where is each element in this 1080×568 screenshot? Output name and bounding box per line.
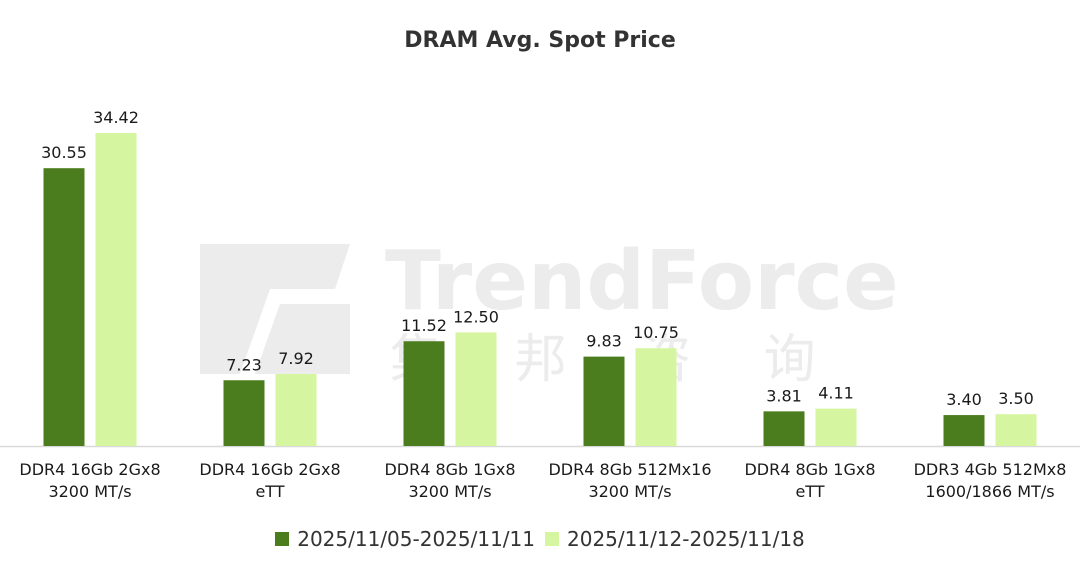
bar-series-1-cat-2 [223,380,265,446]
category-label-1-line-1: DDR4 16Gb 2Gx8 [19,460,160,479]
data-label-series-1-cat-1: 30.55 [41,143,87,162]
bar-series-2-cat-4 [635,348,677,446]
data-label-series-1-cat-2: 7.23 [226,355,262,374]
category-label-2-line-2: eTT [255,482,284,501]
data-label-series-2-cat-1: 34.42 [93,108,139,127]
bar-series-1-cat-6 [943,415,985,446]
data-label-series-2-cat-3: 12.50 [453,307,499,326]
data-label-series-1-cat-6: 3.40 [946,390,982,409]
bar-series-2-cat-6 [995,414,1037,446]
data-label-series-2-cat-2: 7.92 [278,349,314,368]
data-label-series-1-cat-3: 11.52 [401,316,447,335]
legend-swatch-series-1 [275,532,290,546]
bar-series-1-cat-3 [403,341,445,446]
legend-label-series-2: 2025/11/12-2025/11/18 [567,527,805,551]
category-label-5-line-2: eTT [795,482,824,501]
data-label-series-1-cat-4: 9.83 [586,332,622,351]
data-label-series-2-cat-6: 3.50 [998,389,1034,408]
data-label-series-1-cat-5: 3.81 [766,386,802,405]
category-label-2-line-1: DDR4 16Gb 2Gx8 [199,460,340,479]
bar-series-2-cat-5 [815,408,857,446]
bar-series-1-cat-1 [43,168,85,446]
bar-series-1-cat-5 [763,411,805,446]
category-label-1-line-2: 3200 MT/s [48,482,131,501]
category-label-6-line-2: 1600/1866 MT/s [925,482,1054,501]
bar-series-2-cat-1 [95,133,137,446]
legend-item-series-1: 2025/11/05-2025/11/11 [275,527,535,551]
category-label-4-line-1: DDR4 8Gb 512Mx16 [548,460,711,479]
data-label-series-2-cat-5: 4.11 [818,384,854,403]
category-label-4-line-2: 3200 MT/s [588,482,671,501]
legend-label-series-1: 2025/11/05-2025/11/11 [297,527,535,551]
category-label-3-line-2: 3200 MT/s [408,482,491,501]
category-label-3-line-1: DDR4 8Gb 1Gx8 [384,460,515,479]
legend: 2025/11/05-2025/11/11 2025/11/12-2025/11… [0,527,1080,551]
legend-swatch-series-2 [545,532,559,546]
category-label-6-line-1: DDR3 4Gb 512Mx8 [914,460,1067,479]
bar-series-1-cat-4 [583,356,625,446]
category-label-5-line-1: DDR4 8Gb 1Gx8 [744,460,875,479]
legend-item-series-2: 2025/11/12-2025/11/18 [545,527,805,551]
bar-series-2-cat-3 [455,332,497,446]
chart-title: DRAM Avg. Spot Price [404,28,676,53]
bar-series-2-cat-2 [275,373,317,446]
data-label-series-2-cat-4: 10.75 [633,323,679,342]
